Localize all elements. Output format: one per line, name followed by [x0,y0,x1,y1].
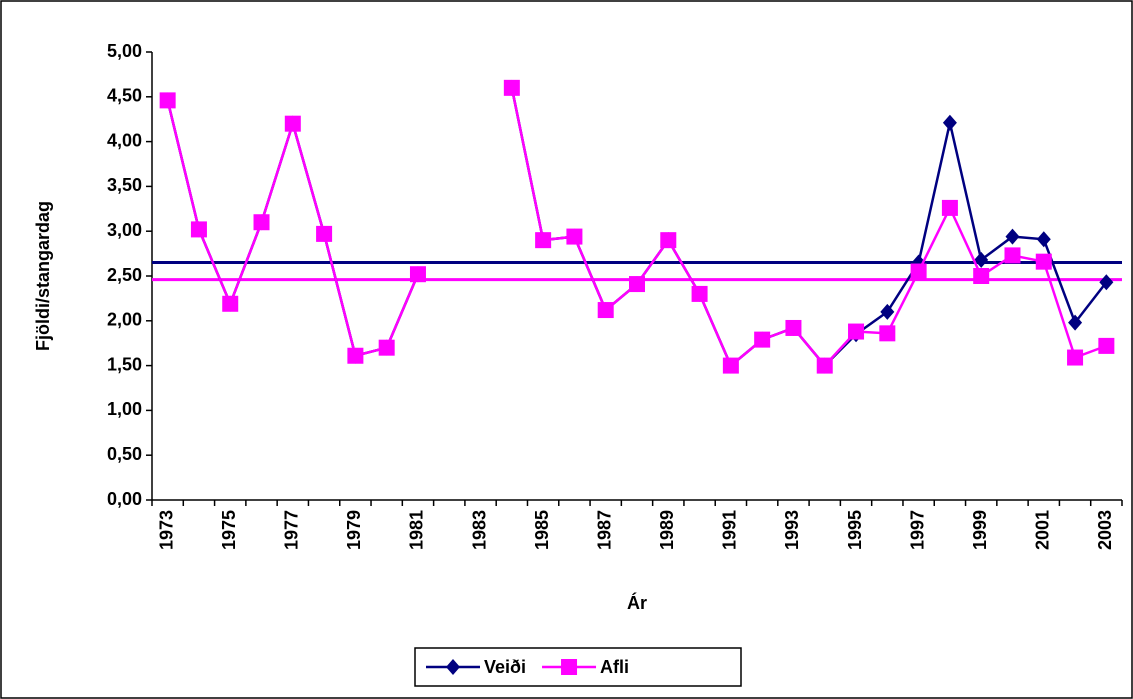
data-point [942,114,957,131]
data-point [347,347,364,364]
y-tick-label: 2,00 [107,310,142,330]
y-tick-label: 4,50 [107,86,142,106]
legend-marker [446,659,460,675]
data-point [159,92,176,109]
data-point [378,339,395,356]
x-tick-label: 1983 [469,510,489,550]
data-point [879,325,896,342]
y-tick-label: 1,00 [107,399,142,419]
data-point [284,115,301,132]
x-tick-label: 1991 [720,510,740,550]
data-point [880,303,895,320]
y-tick-label: 0,00 [107,489,142,509]
data-point [910,263,927,280]
data-point [566,228,583,245]
x-tick-label: 1999 [970,510,990,550]
y-tick-label: 3,00 [107,220,142,240]
y-tick-label: 2,50 [107,265,142,285]
data-point [253,214,270,231]
x-tick-label: 1995 [845,510,865,550]
data-point [816,357,833,374]
x-axis-label: Ár [627,592,647,613]
data-point [535,232,552,249]
data-point [722,357,739,374]
data-point [1098,337,1115,354]
data-point [629,276,645,293]
x-tick-label: 1989 [657,510,677,550]
data-point [1004,247,1021,264]
x-tick-label: 2003 [1095,510,1115,550]
x-tick-label: 1985 [532,510,552,550]
data-point [974,251,989,268]
y-tick-label: 3,50 [107,175,142,195]
data-point [973,268,990,284]
data-point [1036,231,1051,248]
x-tick-label: 1973 [156,510,176,550]
data-point [503,79,520,96]
data-point [754,331,771,348]
x-tick-label: 1993 [782,510,802,550]
data-point [190,221,207,238]
x-tick-label: 1975 [219,510,239,550]
data-point [941,199,958,216]
data-point [1035,253,1052,270]
x-tick-label: 2001 [1033,510,1053,550]
legend-label: Afli [600,657,629,677]
y-tick-label: 4,00 [107,130,142,150]
x-tick-label: 1977 [282,510,302,550]
x-tick-label: 1979 [344,510,364,550]
x-tick-label: 1981 [407,510,427,550]
y-tick-label: 1,50 [107,354,142,374]
data-point [660,232,677,249]
data-point [691,285,708,302]
data-point [785,319,802,336]
legend-label: Veiði [484,657,526,677]
data-point [1067,349,1084,366]
data-point [409,266,426,283]
x-tick-label: 1987 [594,510,614,550]
x-tick-label: 1997 [907,510,927,550]
y-tick-label: 0,50 [107,444,142,464]
data-point [1005,228,1020,245]
data-point [222,295,239,312]
data-point [316,225,333,242]
y-axis-label: Fjöldi/stangardag [33,201,53,351]
legend-marker [561,659,578,675]
y-tick-label: 5,00 [107,41,142,61]
data-point [1068,314,1083,331]
data-point [1099,274,1114,291]
data-point [848,323,865,340]
data-point [597,302,614,319]
